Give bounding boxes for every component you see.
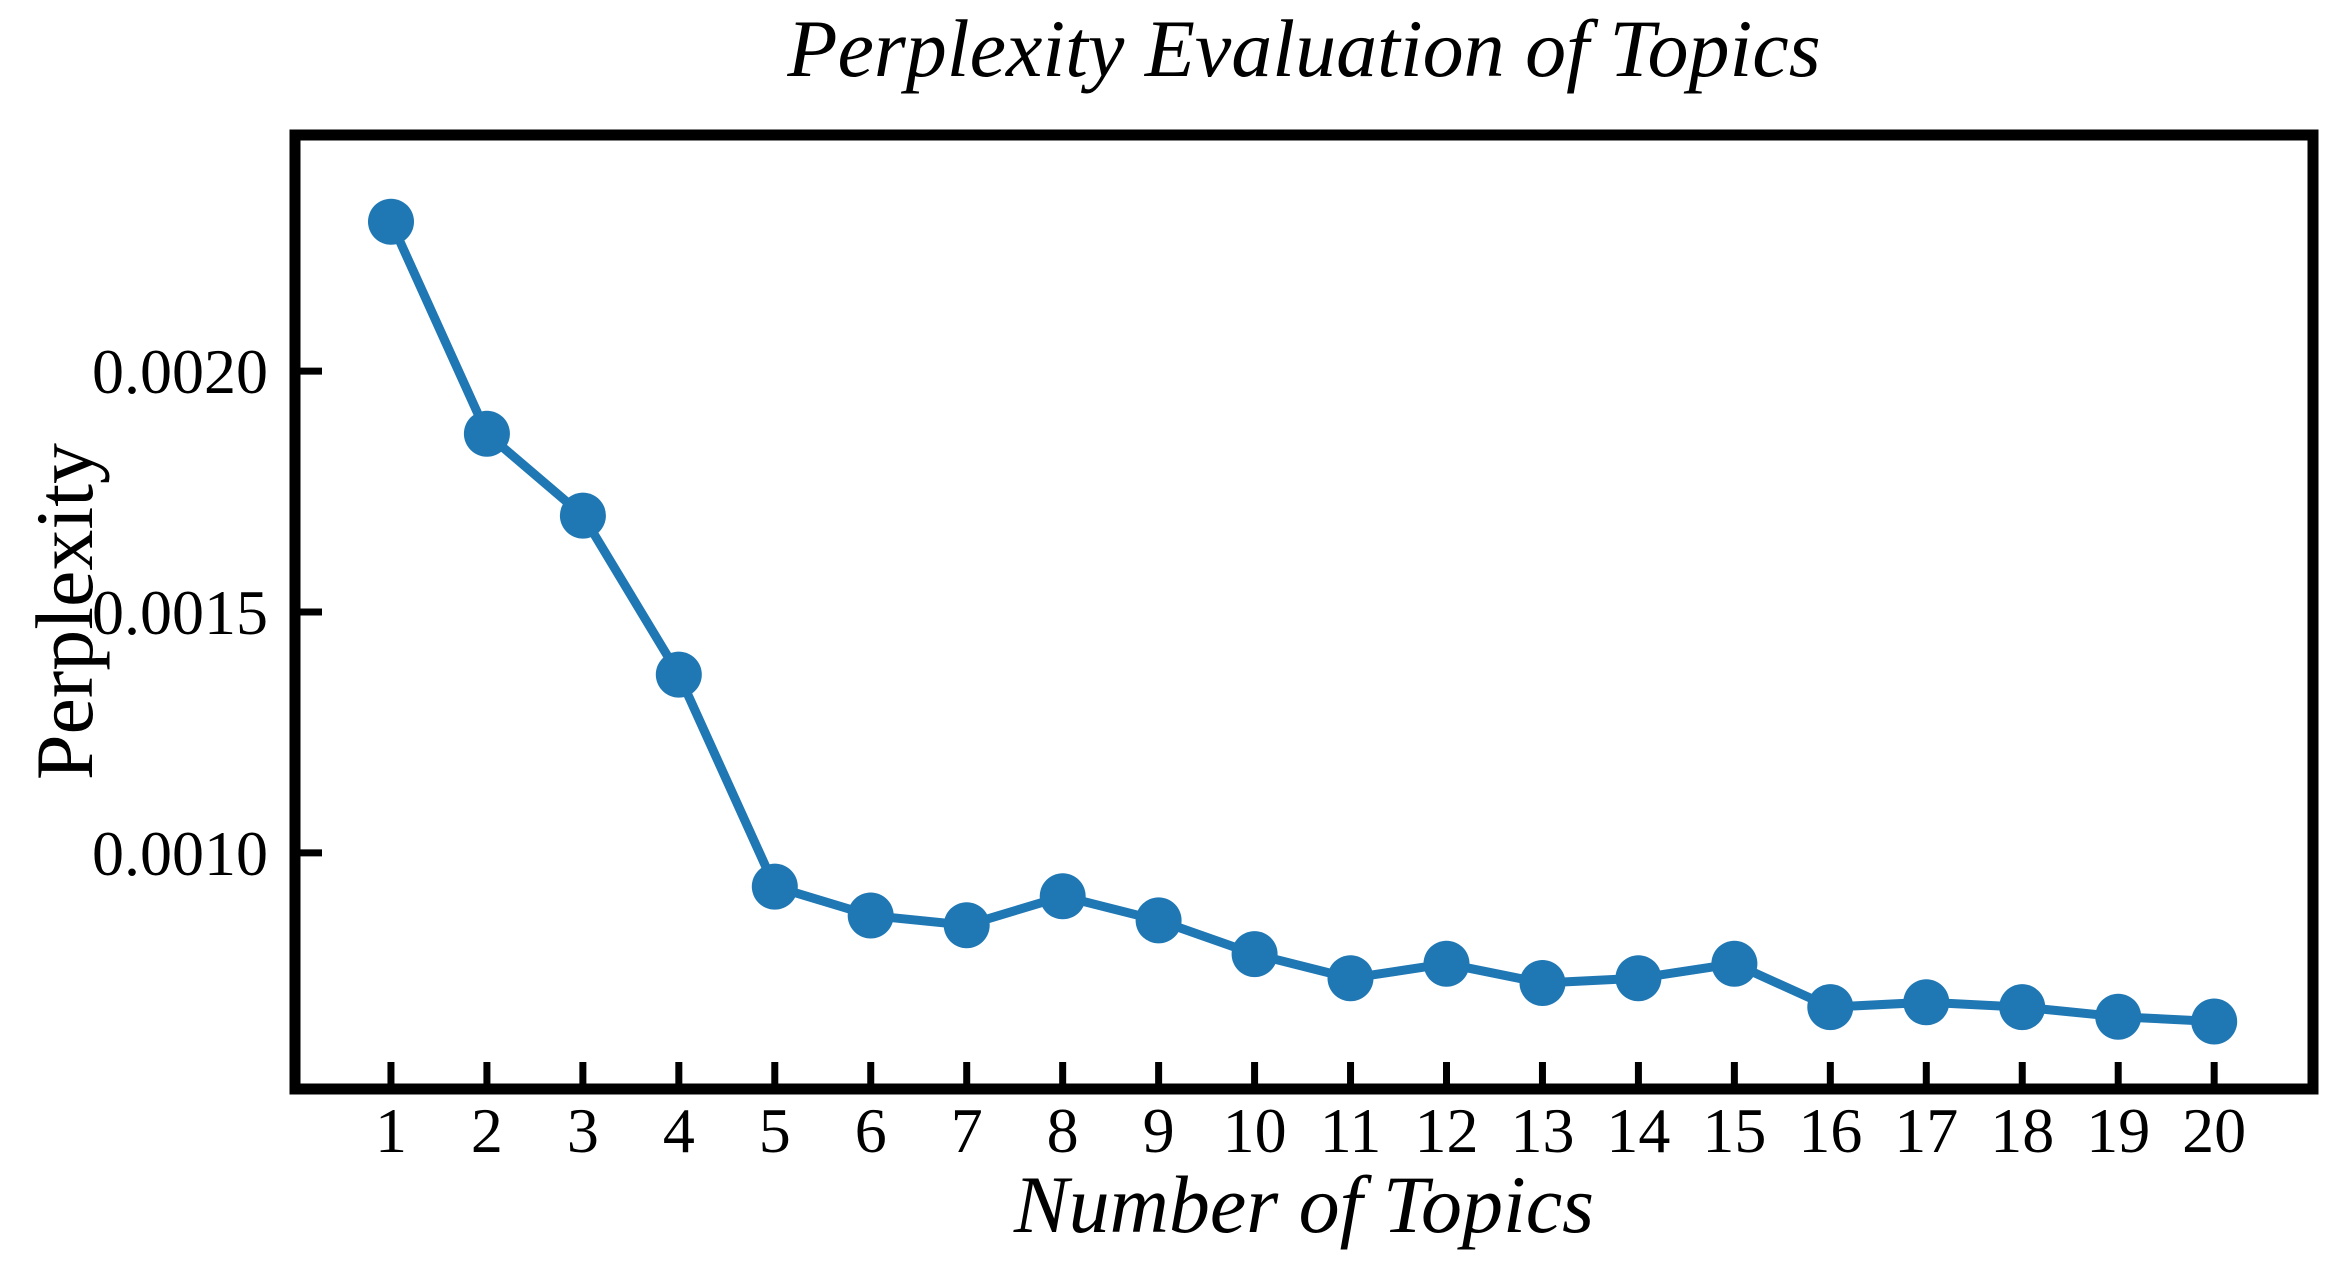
x-tick-label: 6	[855, 1095, 887, 1166]
plot-border	[289, 129, 2319, 1095]
x-tick-label: 20	[2182, 1095, 2246, 1166]
x-tick-label: 1	[375, 1095, 407, 1166]
data-point-marker	[2095, 993, 2142, 1040]
data-point-marker	[1135, 897, 1182, 944]
chart-title: Perplexity Evaluation of Topics	[787, 3, 1821, 94]
x-tick-label: 9	[1143, 1095, 1175, 1166]
data-point-marker	[1519, 960, 1566, 1006]
y-tick-label: 0.0015	[92, 577, 268, 648]
x-tick-label: 13	[1510, 1095, 1574, 1166]
data-series-layer	[368, 198, 2238, 1045]
data-point-marker	[1327, 955, 1374, 1002]
x-tick-label: 8	[1047, 1095, 1079, 1166]
x-tick-label: 4	[663, 1095, 695, 1166]
data-point-marker	[1807, 984, 1854, 1031]
x-tick-label: 14	[1606, 1095, 1670, 1166]
data-point-marker	[1231, 931, 1278, 978]
data-point-marker	[1903, 979, 1950, 1026]
data-point-marker	[1999, 984, 2046, 1031]
y-tick-label: 0.0010	[92, 818, 268, 889]
x-axis-label: Number of Topics	[1013, 1159, 1595, 1250]
x-tick-label: 11	[1320, 1095, 1382, 1166]
x-tick-label: 18	[1990, 1095, 2054, 1166]
data-point-marker	[559, 492, 606, 539]
x-tick-label: 12	[1414, 1095, 1478, 1166]
x-tick-label: 19	[2086, 1095, 2150, 1166]
data-point-marker	[751, 863, 798, 910]
x-tick-label: 5	[759, 1095, 791, 1166]
data-point-marker	[943, 902, 990, 949]
x-tick-label: 7	[951, 1095, 983, 1166]
y-tick-label: 0.0020	[92, 336, 268, 407]
perplexity-line	[386, 217, 2219, 1026]
x-tick-label: 17	[1894, 1095, 1958, 1166]
data-point-marker	[1615, 955, 1662, 1002]
data-point-marker	[1423, 940, 1470, 987]
data-point-marker	[1711, 940, 1758, 987]
x-tick-label: 2	[471, 1095, 503, 1166]
x-tick-label: 15	[1702, 1095, 1766, 1166]
x-tick-label: 3	[567, 1095, 599, 1166]
data-point-marker	[1039, 873, 1086, 920]
data-point-marker	[463, 410, 510, 457]
data-point-marker	[847, 892, 894, 939]
data-point-marker	[2191, 998, 2238, 1045]
x-tick-label: 10	[1223, 1095, 1287, 1166]
x-tick-label: 16	[1798, 1095, 1862, 1166]
data-point-marker	[655, 651, 702, 698]
data-point-marker	[368, 198, 414, 245]
